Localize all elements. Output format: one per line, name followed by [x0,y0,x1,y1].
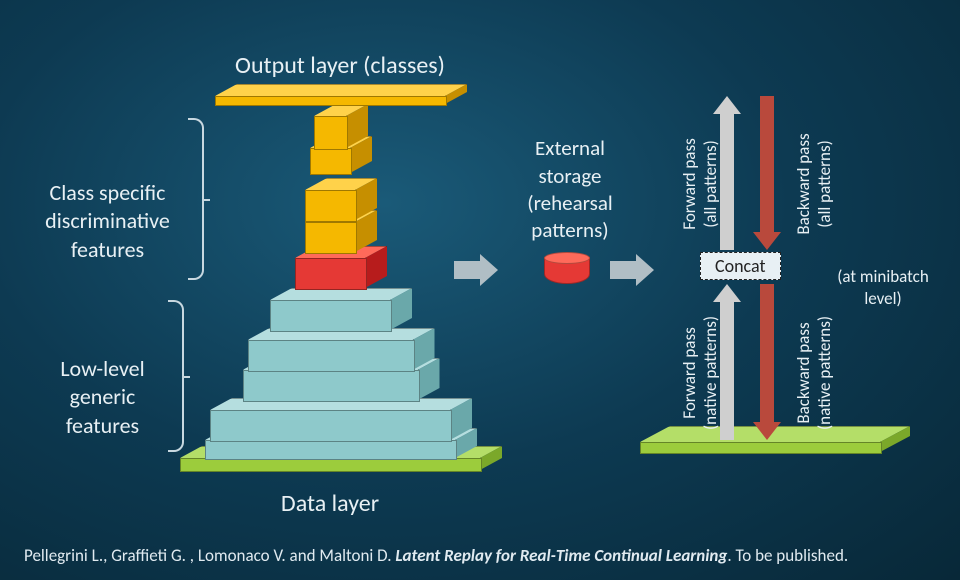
output-layer-label: Output layer (classes) [190,50,490,81]
brace-upper [188,118,204,280]
storage-cylinder [544,252,588,282]
brace-lower [168,300,184,452]
yellow-3 [310,148,350,173]
minibatch-label: (at minibatch level) [818,244,948,310]
teal-1 [205,440,455,458]
right-data-slab-box [640,442,880,452]
teal-2 [210,410,450,440]
backward-all-label: Backward pass (all patterns) [793,104,835,264]
citation-title: Latent Replay for Real-Time Continual Le… [395,545,727,566]
yellow-1 [305,222,355,252]
output-bar [215,96,445,104]
yellow-2 [305,190,355,220]
citation-suffix: . To be published. [727,545,848,566]
teal-3 [243,370,418,400]
backward-native-label: Backward pass (native patterns) [793,293,835,453]
teal-5 [270,300,390,330]
data-layer-label: Data layer [240,488,420,519]
teal-4 [248,340,413,370]
citation: Pellegrini L., Graffieti G. , Lomonaco V… [24,545,936,566]
low-level-label: Low-level generic features [40,326,165,440]
class-specific-label: Class specific discriminative features [30,150,185,264]
forward-all-label: Forward pass (all patterns) [679,104,721,264]
citation-authors: Pellegrini L., Graffieti G. , Lomonaco V… [24,545,392,566]
external-storage-label: External storage (rehearsal patterns) [500,108,640,244]
yellow-4 [314,116,346,148]
forward-native-label: Forward pass (native patterns) [679,293,721,453]
latent-red [295,258,365,288]
